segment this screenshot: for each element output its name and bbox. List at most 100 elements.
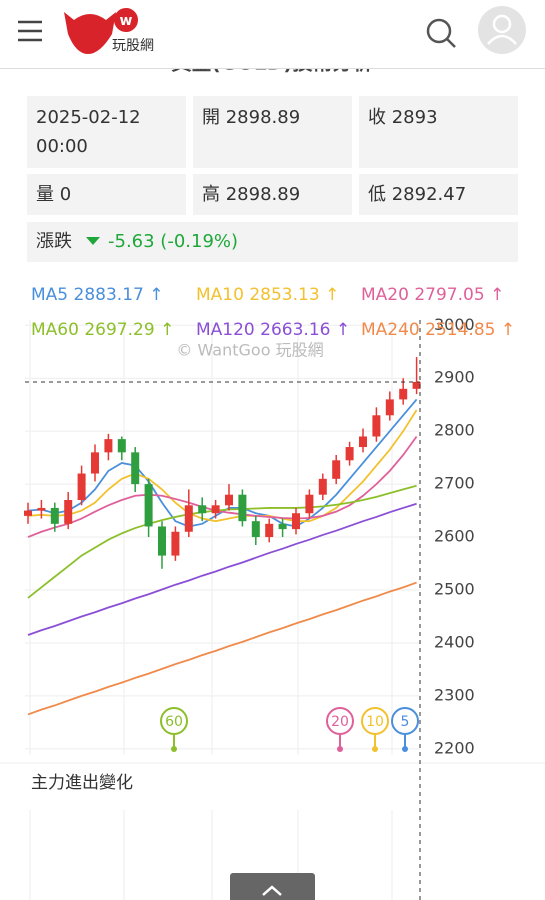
candle-body [238, 494, 247, 522]
legend-last_value: 2663.16 [260, 320, 330, 340]
ma-marker-label: 10 [366, 714, 384, 730]
candle-body [184, 505, 193, 532]
candle-body [251, 521, 260, 538]
legend-arrow: ↑ [160, 320, 174, 340]
info-change-label: 漲跌 [36, 231, 72, 252]
page-title: 黃金(GOLD)技術分析 [171, 51, 372, 75]
candle-body [64, 500, 73, 524]
ma-marker-label: 20 [331, 714, 349, 730]
y-tick-label: 2600 [434, 527, 475, 546]
candle-body [171, 531, 180, 556]
legend-name: MA10 [196, 285, 244, 305]
candle-body [91, 452, 99, 474]
candle-body [359, 436, 367, 448]
legend-arrow: ↑ [501, 320, 515, 340]
subpanel-grid [29, 810, 393, 900]
menu-button[interactable] [18, 20, 42, 42]
legend-entry: MA5 2883.17 ↑ [31, 285, 164, 305]
y-tick-label: 3000 [434, 315, 475, 334]
candle-body [144, 484, 153, 527]
info-volume: 量 0 [36, 184, 71, 205]
subpanel-title: 主力進出變化 [31, 773, 133, 793]
candle-body [198, 505, 207, 514]
candle-body [117, 439, 126, 453]
logo[interactable]: w 玩股網 [64, 8, 154, 54]
info-close: 收 2893 [368, 107, 438, 128]
candle-body [318, 478, 327, 495]
legend-last_value: 2697.29 [84, 320, 154, 340]
candle-body [399, 388, 408, 400]
legend-arrow: ↑ [325, 285, 339, 305]
legend-arrow: ↑ [490, 285, 504, 305]
candle-body [77, 473, 86, 500]
info-open: 開 2898.89 [202, 107, 300, 128]
price-chart: 2200 2300 2400 2500 2600 2700 2800 2900 3000 5 10 2… [24, 315, 475, 757]
candle-body [131, 452, 140, 485]
candle-body [372, 415, 381, 437]
ma-marker-dot [372, 746, 378, 752]
collapse-button[interactable] [230, 873, 315, 900]
legend-last_value: 2853.13 [249, 285, 319, 305]
legend-name: MA20 [361, 285, 409, 305]
ma-marker: 5 [391, 707, 419, 752]
y-tick-label: 2300 [434, 685, 475, 704]
legend-last_value: 2883.17 [74, 285, 144, 305]
candle-body [412, 381, 421, 389]
y-tick-label: 2200 [434, 738, 475, 757]
candle-body [292, 513, 300, 530]
candle-body [37, 507, 46, 511]
ma-marker-circle [326, 707, 354, 735]
candle-body [265, 523, 274, 538]
ma-line [27, 581, 417, 716]
ma-marker: 10 [361, 707, 389, 752]
ma-marker-dot [402, 746, 408, 752]
ma-marker-dot [337, 746, 343, 752]
y-tick-label: 2700 [434, 474, 475, 493]
ma-marker: 20 [326, 707, 354, 752]
candle-body [24, 510, 32, 516]
info-time: 00:00 [36, 136, 88, 157]
candle-body [385, 399, 394, 416]
info-panel [27, 96, 518, 262]
legend-arrow: ↑ [149, 285, 163, 305]
legend-name: MA120 [196, 320, 255, 340]
ma-line [27, 502, 417, 636]
legend-entry: MA10 2853.13 ↑ [196, 285, 339, 305]
logo-text: 玩股網 [112, 38, 154, 54]
ma-line [27, 435, 418, 538]
candle-body [332, 460, 341, 479]
ma-marker: 60 [160, 707, 188, 752]
ma-marker-circle [361, 707, 389, 735]
legend-entry: MA20 2797.05 ↑ [361, 285, 504, 305]
candle-body [158, 526, 166, 556]
legend-entry: MA120 2663.16 ↑ [196, 320, 350, 340]
y-tick-label: 2500 [434, 580, 475, 599]
legend-name: MA60 [31, 320, 79, 340]
candle-body [305, 494, 314, 514]
ma-line [27, 484, 417, 599]
candle-body [225, 494, 233, 506]
search-button[interactable] [426, 18, 456, 48]
ma-marker-label: 60 [165, 714, 183, 730]
info-change-value: -5.63 (-0.19%) [108, 231, 238, 252]
candle-body [211, 505, 220, 514]
watermark: © WantGoo 玩股網 [176, 341, 323, 360]
candle-body [278, 523, 287, 530]
candle-body [345, 447, 354, 461]
candle-body [50, 507, 59, 524]
legend-entry: MA240 2514.85 ↑ [361, 320, 515, 340]
ma-marker-label: 5 [401, 714, 410, 730]
info-high: 高 2898.89 [202, 184, 300, 205]
info-low: 低 2892.47 [368, 184, 466, 205]
down-arrow-icon [86, 237, 100, 245]
y-tick-label: 2400 [434, 632, 475, 651]
legend-arrow: ↑ [336, 320, 350, 340]
svg-text:w: w [120, 13, 133, 29]
ma-line [27, 409, 418, 523]
candle-body [104, 439, 113, 453]
y-tick-label: 2900 [434, 368, 475, 387]
avatar[interactable] [478, 6, 526, 54]
ma-marker-circle [160, 707, 188, 735]
